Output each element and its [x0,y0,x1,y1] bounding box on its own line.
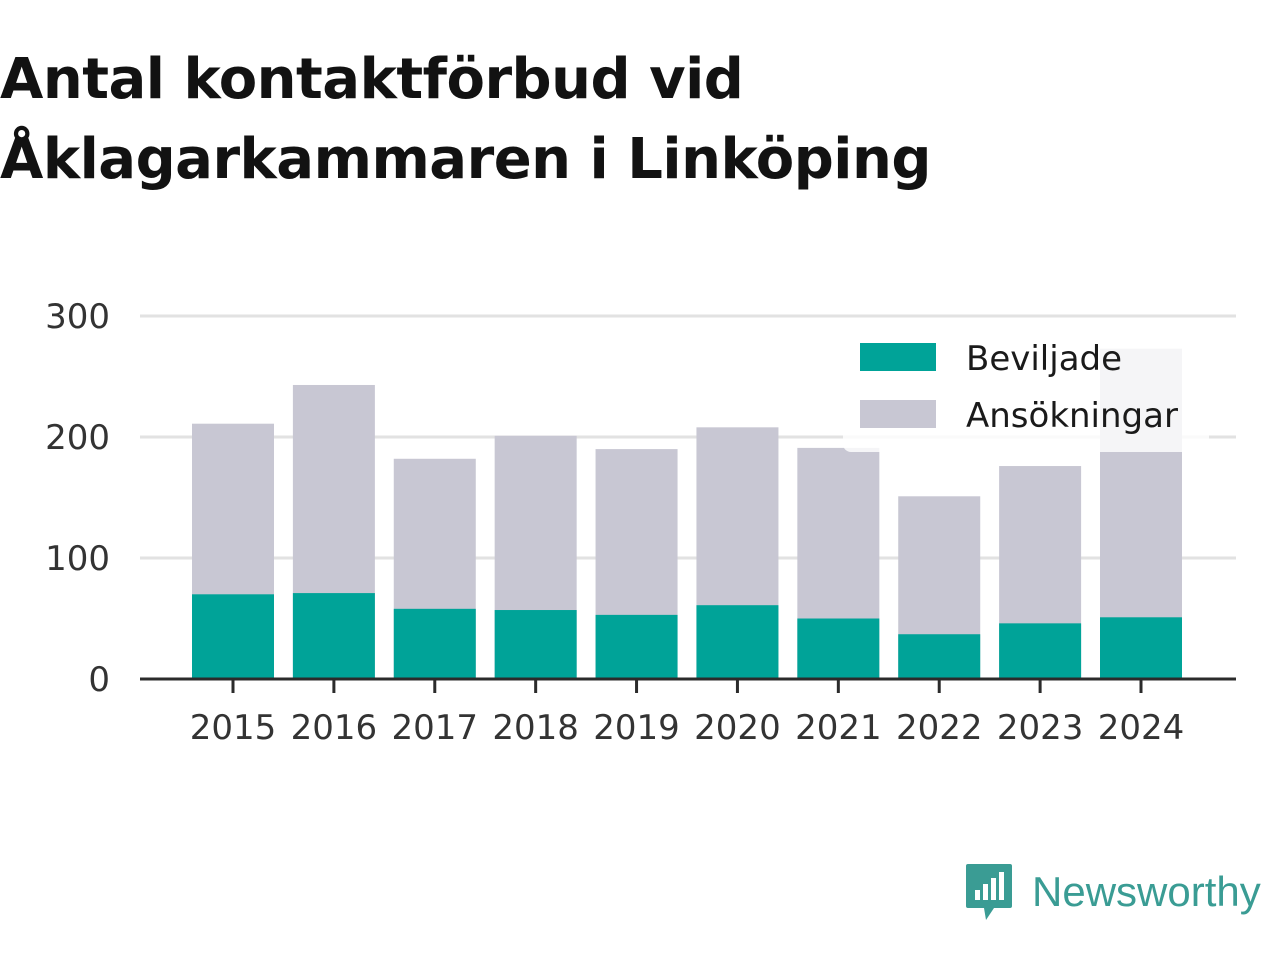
legend-label-beviljade: Beviljade [966,339,1122,379]
bar-beviljade-2018 [494,610,577,679]
x-tick-label-2021: 2021 [795,708,882,748]
x-tick-label-2023: 2023 [997,708,1084,748]
chart-title: Antal kontaktförbud vid Åklagarkammaren … [0,40,1100,200]
x-tick-label-2020: 2020 [694,708,781,748]
y-tick-label-300: 300 [45,297,110,337]
bar-beviljade-2017 [393,608,476,679]
legend: Beviljade Ansökningar [843,328,1209,452]
bar-chart-speech-bubble-icon [966,864,1012,920]
legend-label-ansokningar: Ansökningar [966,396,1178,436]
bar-beviljade-2019 [595,614,678,679]
bar-beviljade-2022 [898,634,981,679]
bar-beviljade-2024 [1100,617,1182,679]
title-line-2: Åklagarkammaren i Linköping [0,127,931,192]
y-tick-label-100: 100 [45,539,110,579]
x-tick-label-2022: 2022 [896,708,983,748]
y-axis-ticks: 0 100 200 300 [45,297,110,700]
x-tick-label-2018: 2018 [492,708,579,748]
legend-swatch-ansokningar [860,400,936,428]
x-tick-label-2017: 2017 [392,708,479,748]
bar-beviljade-2020 [696,605,779,679]
title-line-1: Antal kontaktförbud vid [0,47,744,112]
x-tick-label-2024: 2024 [1098,708,1185,748]
y-tick-label-200: 200 [45,418,110,458]
legend-swatch-beviljade [860,343,936,371]
bar-beviljade-2015 [192,594,274,679]
x-tick-label-2019: 2019 [593,708,680,748]
y-tick-label-0: 0 [88,660,110,700]
bars [192,348,1182,679]
x-tick-label-2015: 2015 [190,708,277,748]
bar-beviljade-2021 [797,618,880,679]
x-axis: 2015 2016 2017 2018 2019 2020 2021 2022 2023 2024 [140,677,1236,748]
brand-name: Newsworthy [1032,868,1261,915]
x-tick-label-2016: 2016 [291,708,378,748]
bar-beviljade-2016 [292,593,375,679]
brand-logo: Newsworthy [964,862,1261,922]
bar-beviljade-2023 [999,623,1082,679]
